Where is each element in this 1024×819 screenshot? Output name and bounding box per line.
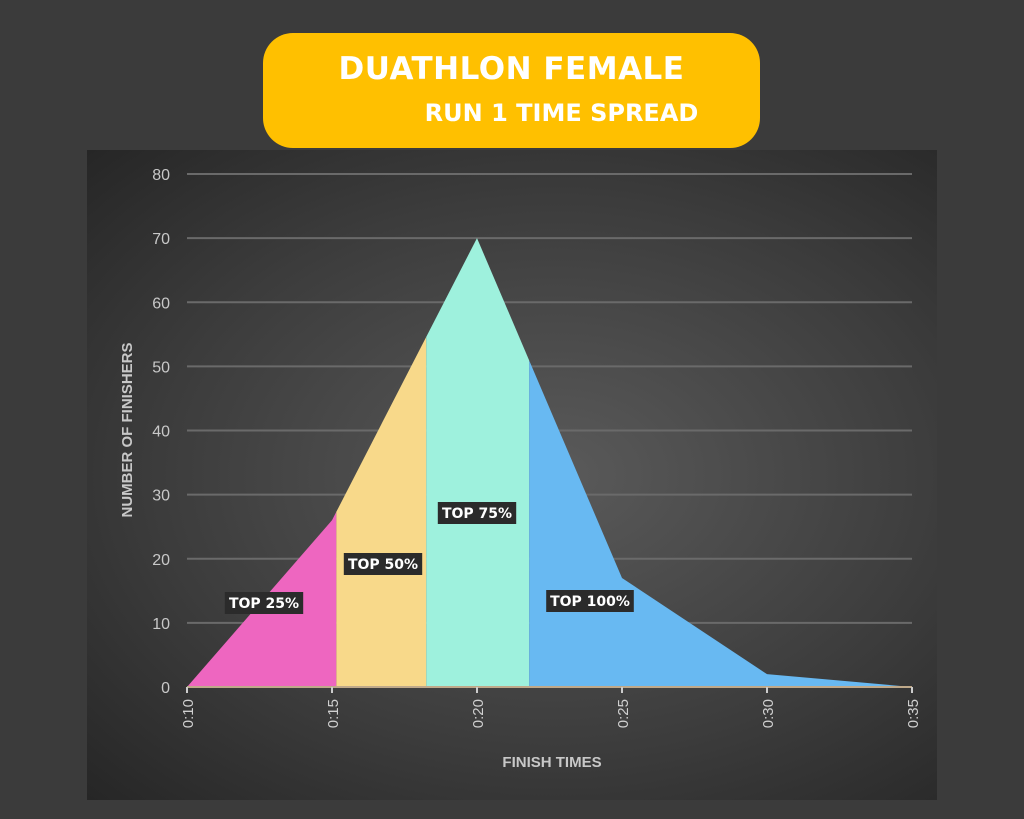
y-tick-label: 50 bbox=[152, 359, 170, 376]
y-axis-title: NUMBER OF FINISHERS bbox=[119, 342, 136, 517]
chart-subtitle: RUN 1 TIME SPREAD bbox=[424, 99, 699, 127]
region-label: TOP 100% bbox=[550, 594, 630, 610]
y-tick-label: 10 bbox=[152, 616, 170, 633]
y-tick-label: 0 bbox=[161, 680, 170, 697]
x-tick-label: 0:20 bbox=[470, 699, 487, 728]
y-tick-label: 40 bbox=[152, 424, 170, 441]
area-region bbox=[336, 336, 427, 687]
area-region bbox=[529, 360, 912, 687]
area-region bbox=[187, 511, 337, 687]
region-label-bg bbox=[224, 592, 304, 614]
x-tick-label: 0:10 bbox=[180, 699, 197, 728]
y-tick-label: 60 bbox=[152, 295, 170, 312]
region-label: TOP 50% bbox=[348, 557, 418, 573]
y-tick-label: 70 bbox=[152, 231, 170, 248]
region-label-bg bbox=[437, 502, 517, 524]
y-tick-label: 80 bbox=[152, 167, 170, 184]
region-label-bg bbox=[343, 553, 423, 575]
x-tick-label: 0:25 bbox=[615, 699, 632, 728]
x-tick-label: 0:15 bbox=[325, 699, 342, 728]
region-label: TOP 25% bbox=[229, 596, 299, 612]
x-axis-title: FINISH TIMES bbox=[502, 754, 601, 771]
x-tick-label: 0:30 bbox=[760, 699, 777, 728]
x-tick-label: 0:35 bbox=[905, 699, 922, 728]
chart-title: DUATHLON FEMALE bbox=[338, 51, 685, 87]
region-label-bg bbox=[546, 590, 634, 612]
title-banner: DUATHLON FEMALE RUN 1 TIME SPREAD bbox=[263, 33, 760, 148]
area-region bbox=[426, 238, 530, 687]
y-tick-label: 30 bbox=[152, 488, 170, 505]
y-tick-label: 20 bbox=[152, 552, 170, 569]
region-label: TOP 75% bbox=[442, 506, 512, 522]
